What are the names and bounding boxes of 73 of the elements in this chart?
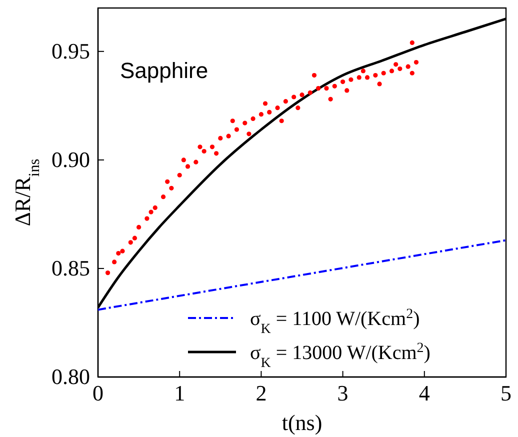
- point: [177, 172, 182, 178]
- point: [316, 86, 321, 91]
- point: [198, 144, 202, 150]
- point: [218, 136, 223, 141]
- point: [283, 99, 288, 104]
- point: [181, 158, 186, 162]
- x-tick-label: 3: [337, 380, 348, 406]
- x-tick-label: 5: [500, 380, 512, 406]
- y-tick-label: 0.85: [52, 256, 90, 281]
- point: [105, 270, 110, 276]
- point: [381, 70, 386, 76]
- point: [194, 160, 198, 164]
- point: [262, 101, 268, 106]
- point: [230, 118, 235, 124]
- point: [279, 118, 284, 124]
- point: [160, 194, 166, 200]
- point: [258, 112, 264, 117]
- point: [389, 68, 394, 74]
- point: [169, 186, 174, 190]
- point: [242, 120, 248, 126]
- point: [312, 72, 317, 78]
- point: [356, 75, 362, 80]
- point: [120, 248, 125, 254]
- y-tick-label: 0.95: [52, 38, 90, 64]
- point: [373, 72, 378, 78]
- point: [250, 116, 256, 121]
- x-tick-label: 0: [92, 380, 104, 406]
- x-axis-title: t(ns): [282, 410, 322, 435]
- annotation: Sapphire: [120, 58, 208, 83]
- point: [308, 90, 312, 95]
- legend-label: σ$_{K}$ = 13000 W/(Kcm$^{2}$): [250, 340, 430, 370]
- point: [398, 66, 402, 72]
- point: [185, 164, 190, 169]
- point: [152, 205, 158, 210]
- point: [226, 134, 231, 138]
- point: [410, 40, 414, 46]
- point: [324, 86, 329, 91]
- point: [202, 148, 206, 154]
- y-tick-label: 0.80: [52, 364, 90, 390]
- point: [360, 68, 366, 74]
- point: [214, 151, 219, 156]
- point: [300, 92, 304, 98]
- point: [144, 216, 150, 221]
- point: [148, 210, 154, 214]
- point: [275, 106, 280, 110]
- x-tick-label: 4: [418, 380, 430, 406]
- x-tick-label: 2: [256, 380, 267, 406]
- point: [210, 144, 215, 150]
- point: [340, 80, 346, 84]
- point: [394, 62, 398, 67]
- point: [136, 224, 142, 230]
- point: [246, 132, 252, 136]
- point: [292, 94, 296, 100]
- point: [116, 250, 121, 256]
- point: [344, 88, 350, 93]
- point: [234, 127, 240, 132]
- point: [377, 82, 382, 86]
- legend-label: σ$_{K}$ = 1100 W/(Kcm$^{2}$): [250, 306, 420, 336]
- x-tick-label: 1: [174, 380, 186, 406]
- point: [165, 179, 170, 184]
- point: [267, 110, 272, 114]
- point: [414, 60, 419, 65]
- point: [112, 260, 117, 264]
- point: [406, 64, 410, 69]
- y-tick-label: 0.90: [52, 146, 90, 172]
- point: [348, 77, 354, 82]
- point: [132, 236, 138, 240]
- point: [364, 75, 370, 80]
- point: [332, 84, 337, 88]
- point: [296, 106, 300, 110]
- point: [128, 240, 133, 245]
- point: [328, 96, 333, 102]
- point: [410, 70, 414, 76]
